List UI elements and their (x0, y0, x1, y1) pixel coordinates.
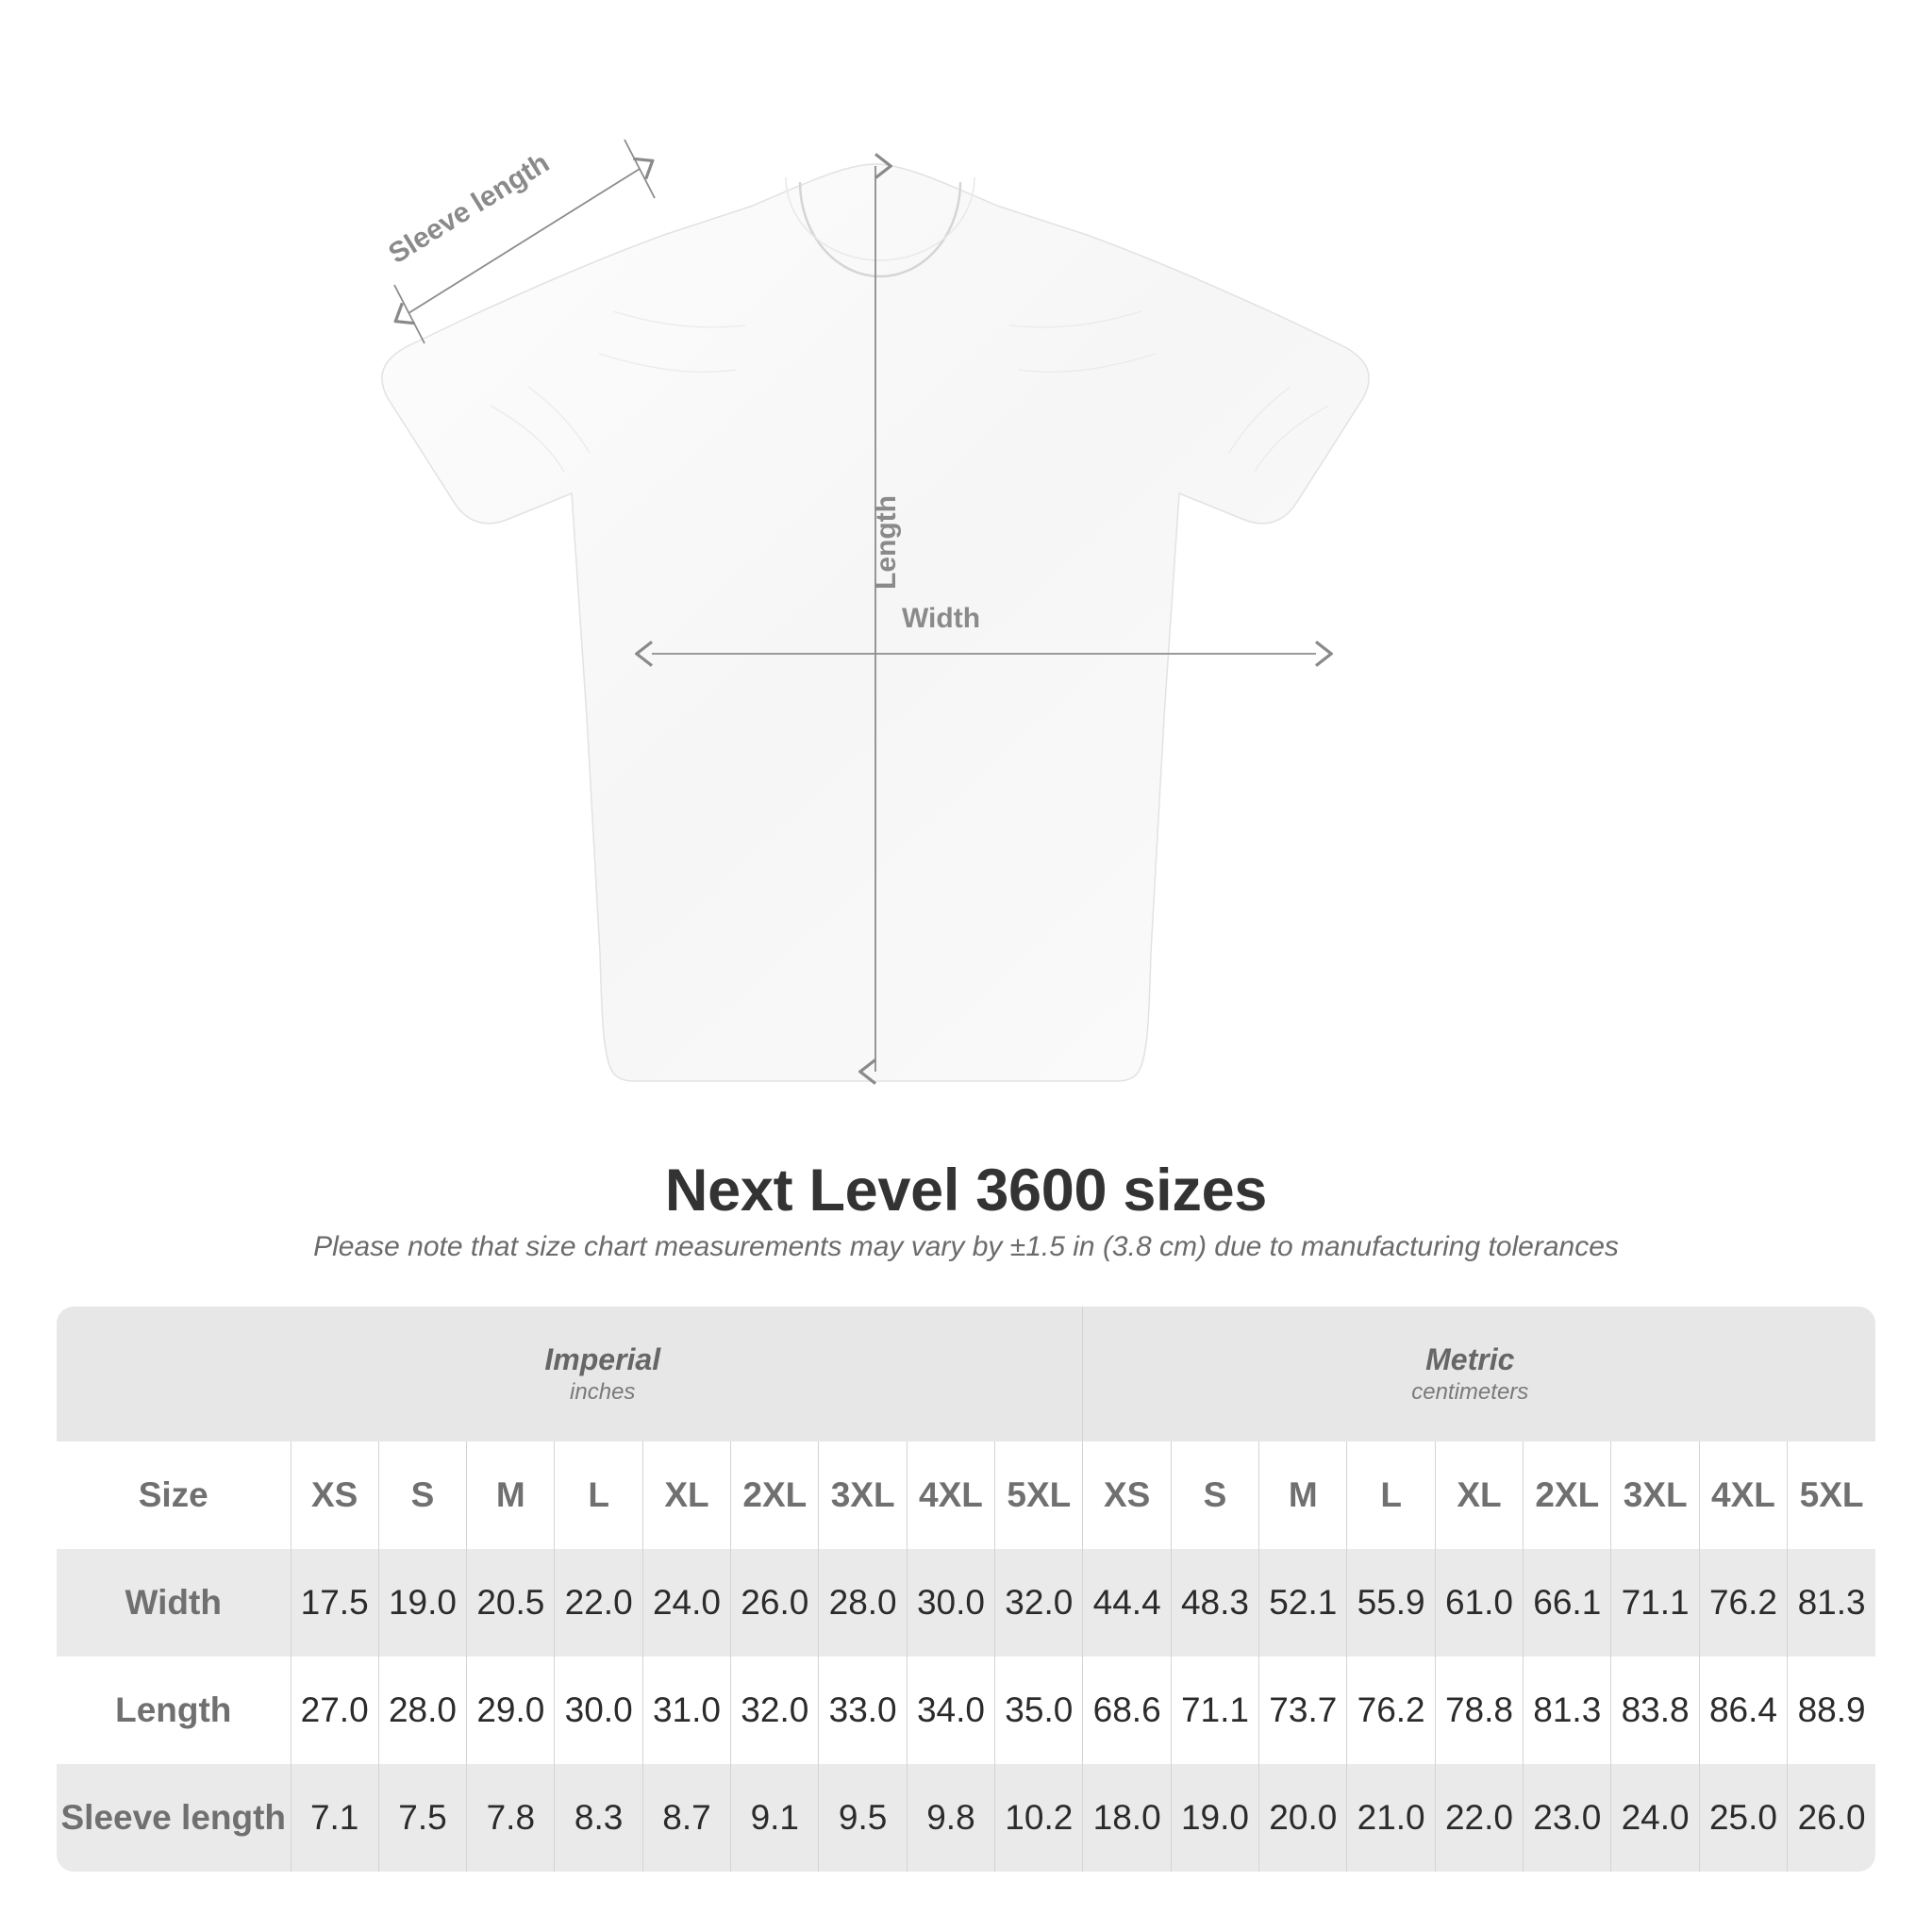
svg-text:Length: Length (871, 495, 902, 590)
svg-text:Width: Width (902, 603, 980, 634)
svg-text:Sleeve length: Sleeve length (383, 147, 555, 270)
